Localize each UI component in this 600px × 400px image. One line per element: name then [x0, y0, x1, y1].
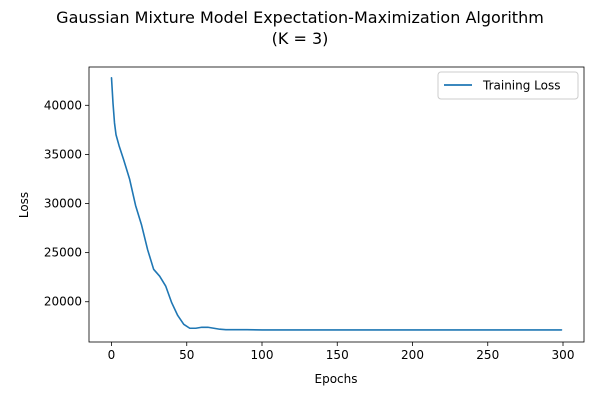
x-axis-label: Epochs: [315, 372, 358, 386]
legend: Training Loss: [437, 71, 579, 100]
y-tick-label: 20000: [44, 295, 82, 309]
x-tick-label: 150: [326, 348, 349, 362]
plot-area: 0 50 100 150 200 250 300 20000 25000 30000 35000 40…: [44, 66, 585, 362]
x-tick-label: 300: [552, 348, 575, 362]
x-tick-label: 200: [401, 348, 424, 362]
legend-label-training-loss: Training Loss: [482, 79, 560, 93]
legend-box: [437, 71, 579, 100]
series-line-0: [110, 77, 563, 331]
y-tick-label: 35000: [44, 147, 82, 161]
chart-title-line2: (K = 3): [272, 29, 329, 48]
y-tick-label: 30000: [44, 197, 82, 211]
axes-frame: [88, 66, 585, 343]
x-tick-label: 50: [179, 348, 194, 362]
y-axis-label: Loss: [17, 192, 31, 218]
y-tick-label: 40000: [44, 98, 82, 112]
chart-title-line1: Gaussian Mixture Model Expectation-Maxim…: [56, 8, 544, 27]
x-tick-label: 0: [108, 348, 116, 362]
y-tick-label: 25000: [44, 246, 82, 260]
x-tick-label: 250: [476, 348, 499, 362]
x-tick-label: 100: [251, 348, 274, 362]
